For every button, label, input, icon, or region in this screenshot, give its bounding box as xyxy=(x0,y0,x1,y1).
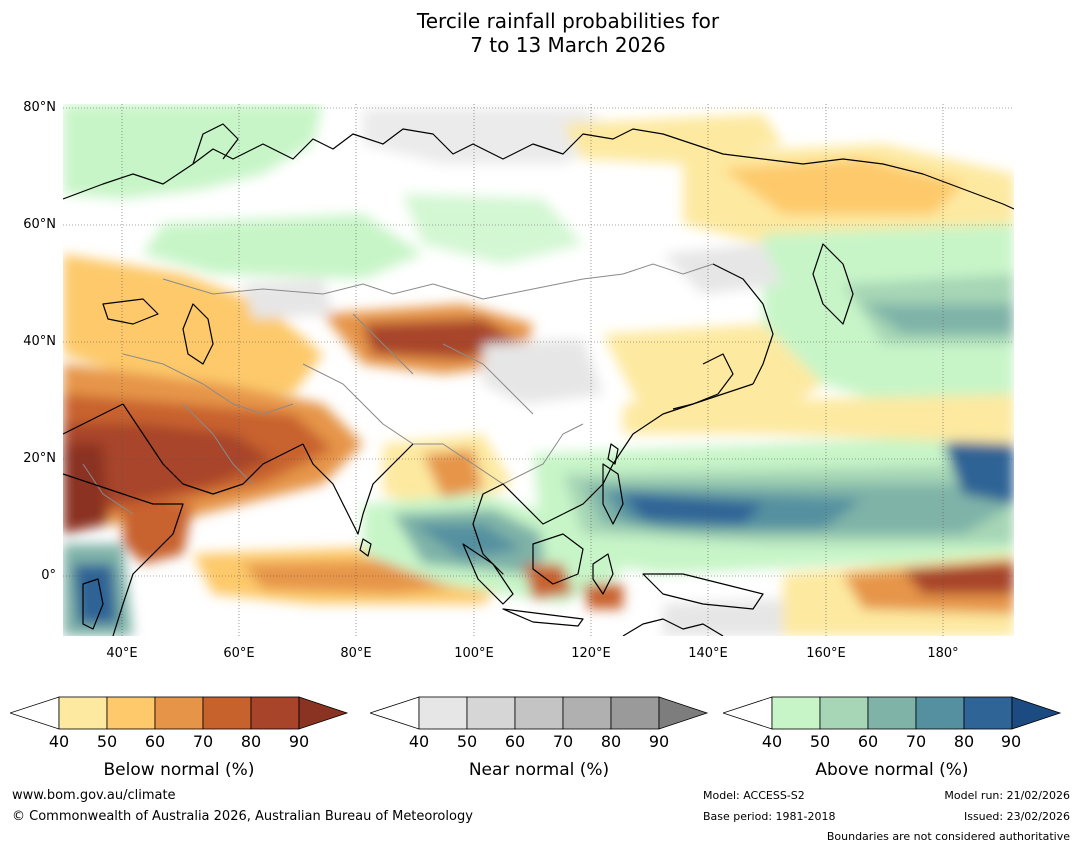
colorbar-above-swatch-6 xyxy=(1011,696,1062,730)
rainfall-map-svg xyxy=(63,104,1014,636)
colorbar-below-swatch-5 xyxy=(250,696,300,730)
below-tick-70: 70 xyxy=(192,732,214,751)
colorbar-above-normal xyxy=(721,696,1063,736)
lon-label-160e: 160°E xyxy=(806,646,846,661)
near-tick-60: 60 xyxy=(504,732,526,751)
below-tick-40: 40 xyxy=(48,732,70,751)
colorbar-above-swatch-2 xyxy=(819,696,869,730)
colorbar-near-swatch-2 xyxy=(466,696,516,730)
colorbar-near-title: Near normal (%) xyxy=(468,760,610,780)
lon-label-60e: 60°E xyxy=(223,646,255,661)
colorbar-below-swatch-4 xyxy=(202,696,252,730)
colorbar-below-swatch-3 xyxy=(154,696,204,730)
colorbar-near-swatch-3 xyxy=(514,696,564,730)
footer-disclaimer: Boundaries are not considered authoritat… xyxy=(826,830,1070,843)
colorbar-below-swatch-6 xyxy=(298,696,349,730)
colorbar-near-swatch-1 xyxy=(418,696,468,730)
above-tick-60: 60 xyxy=(857,732,879,751)
map-title-line1: Tercile rainfall probabilities for xyxy=(416,9,720,33)
lat-label-40n: 40°N xyxy=(23,334,56,349)
colorbar-below-normal xyxy=(8,696,350,736)
colorbar-near-swatch-4 xyxy=(562,696,612,730)
colorbar-above-normal-svg xyxy=(721,696,1062,730)
footer-model-run: Model run: 21/02/2026 xyxy=(944,789,1070,802)
lat-label-0: 0° xyxy=(41,568,56,583)
colorbar-near-swatch-5 xyxy=(610,696,660,730)
lon-label-80e: 80°E xyxy=(340,646,372,661)
rainfall-map xyxy=(63,104,1014,636)
country-boundaries xyxy=(82,263,714,515)
colorbar-below-swatch-2 xyxy=(106,696,156,730)
colorbar-below-title: Below normal (%) xyxy=(103,760,255,780)
colorbar-near-normal xyxy=(368,696,710,736)
below-tick-90: 90 xyxy=(288,732,310,751)
near-tick-70: 70 xyxy=(552,732,574,751)
lat-label-80n: 80°N xyxy=(23,100,56,115)
colorbar-near-swatch-0 xyxy=(368,696,420,730)
below-tick-50: 50 xyxy=(96,732,118,751)
lon-label-100e: 100°E xyxy=(454,646,494,661)
graticule xyxy=(63,104,1014,636)
map-title: Tercile rainfall probabilities for 7 to … xyxy=(0,9,1081,57)
near-tick-90: 90 xyxy=(648,732,670,751)
above-tick-80: 80 xyxy=(953,732,975,751)
colorbar-above-swatch-5 xyxy=(963,696,1013,730)
above-tick-40: 40 xyxy=(761,732,783,751)
colorbar-above-swatch-1 xyxy=(771,696,821,730)
above-tick-50: 50 xyxy=(809,732,831,751)
colorbar-near-swatch-6 xyxy=(658,696,709,730)
coastlines xyxy=(63,123,1014,636)
lat-label-20n: 20°N xyxy=(23,451,56,466)
lon-label-120e: 120°E xyxy=(571,646,611,661)
near-tick-80: 80 xyxy=(600,732,622,751)
above-tick-70: 70 xyxy=(905,732,927,751)
footer-website: www.bom.gov.au/climate xyxy=(12,788,176,803)
colorbar-above-swatch-3 xyxy=(867,696,917,730)
near-tick-50: 50 xyxy=(456,732,478,751)
footer-base-period: Base period: 1981-2018 xyxy=(703,810,836,823)
colorbar-above-swatch-4 xyxy=(915,696,965,730)
footer-issued: Issued: 23/02/2026 xyxy=(963,810,1070,823)
lon-label-140e: 140°E xyxy=(688,646,728,661)
below-tick-80: 80 xyxy=(240,732,262,751)
above-tick-90: 90 xyxy=(1000,732,1022,751)
colorbar-below-swatch-1 xyxy=(58,696,108,730)
colorbar-below-swatch-0 xyxy=(8,696,60,730)
footer-copyright: © Commonwealth of Australia 2026, Austra… xyxy=(12,809,473,824)
colorbar-below-normal-svg xyxy=(8,696,349,730)
lon-label-40e: 40°E xyxy=(106,646,138,661)
lat-label-60n: 60°N xyxy=(23,217,56,232)
colorbar-near-normal-svg xyxy=(368,696,709,730)
footer-model: Model: ACCESS-S2 xyxy=(703,789,805,802)
near-tick-40: 40 xyxy=(408,732,430,751)
colorbar-above-title: Above normal (%) xyxy=(815,760,969,780)
colorbar-above-swatch-0 xyxy=(721,696,773,730)
lon-label-180: 180° xyxy=(927,646,959,661)
map-title-line2: 7 to 13 March 2026 xyxy=(470,33,666,57)
below-tick-60: 60 xyxy=(144,732,166,751)
